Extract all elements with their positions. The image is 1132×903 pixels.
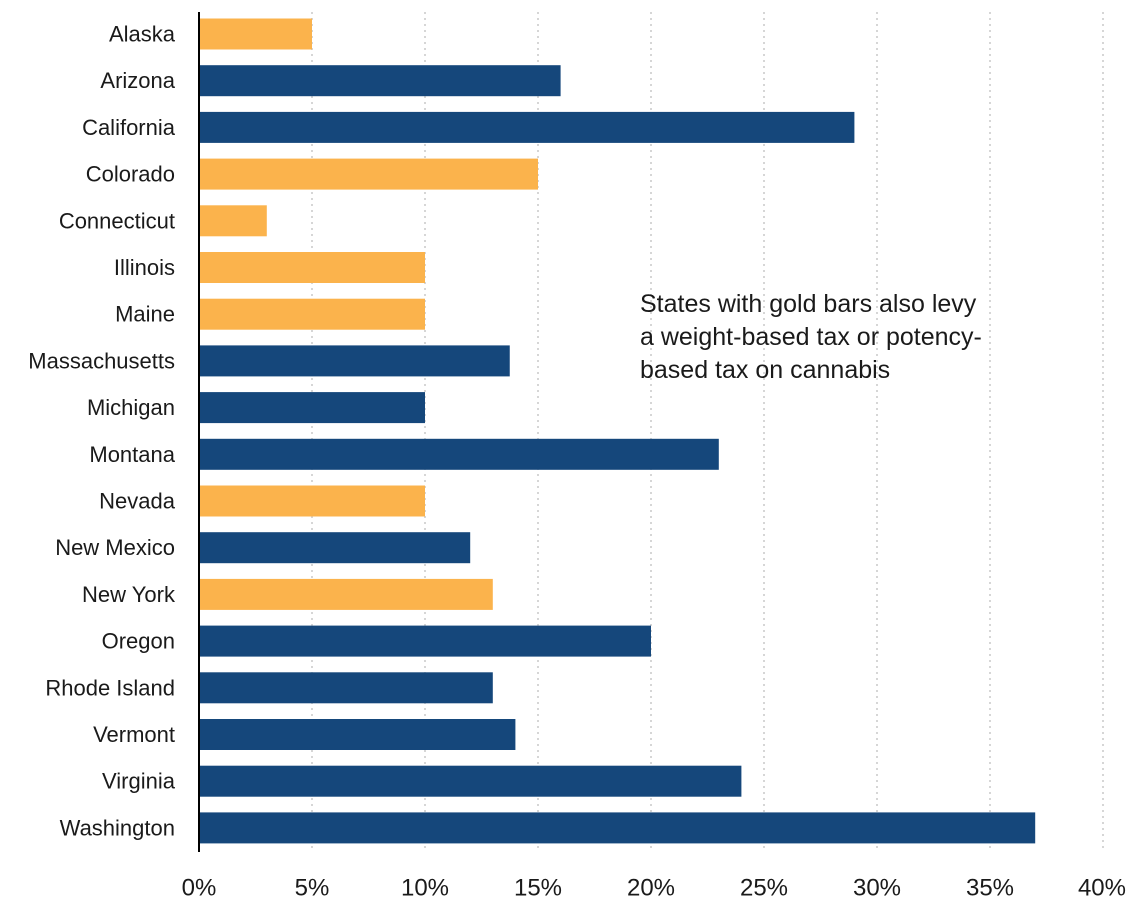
bar-colorado [200,158,538,190]
x-tick-label: 0% [182,875,217,902]
category-label-montana: Montana [89,442,175,467]
category-label-virginia: Virginia [102,769,176,794]
bar-michigan [200,392,425,424]
bar-virginia [200,765,742,797]
category-label-new-mexico: New Mexico [55,535,175,560]
category-label-washington: Washington [60,815,175,840]
x-tick-labels: 0% 5% 10% 15% 20% 25% 30% 35% 40% [182,875,1126,902]
x-tick-label: 40% [1078,875,1126,902]
bar-california [200,111,855,143]
bar-illinois [200,252,425,283]
x-tick-label: 5% [295,875,330,902]
bar-rhode-island [200,672,493,704]
annotation-line-3: based tax on cannabis [640,356,891,384]
category-label-massachusetts: Massachusetts [28,348,175,373]
category-label-california: California [82,115,176,140]
bar-new-york [200,578,493,610]
category-label-alaska: Alaska [109,22,176,47]
bar-washington [200,812,1036,844]
x-tick-label: 35% [966,875,1014,902]
category-label-connecticut: Connecticut [59,208,175,233]
x-tick-label: 15% [514,875,562,902]
category-label-oregon: Oregon [102,629,175,654]
category-label-illinois: Illinois [114,255,175,280]
bar-new-mexico [200,532,471,564]
bar-maine [200,298,425,330]
category-label-michigan: Michigan [87,395,175,420]
category-label-vermont: Vermont [93,722,175,747]
bar-nevada [200,485,425,517]
category-label-rhode-island: Rhode Island [45,675,175,700]
bar-montana [200,438,719,470]
x-tick-label: 25% [740,875,788,902]
x-tick-label: 30% [853,875,901,902]
x-tick-label: 10% [401,875,449,902]
bar-massachusetts [200,345,510,377]
bar-connecticut [200,205,267,237]
bar-oregon [200,625,651,657]
bar-alaska [200,18,312,50]
category-label-colorado: Colorado [86,162,175,187]
category-label-new-york: New York [82,582,176,607]
chart-annotation: States with gold bars also levy a weight… [640,288,1060,387]
category-label-arizona: Arizona [100,68,175,93]
annotation-line-2: a weight-based tax or potency- [640,323,982,351]
x-tick-label: 20% [627,875,675,902]
category-labels: Alaska Arizona California Colorado Connectic… [28,22,176,841]
category-label-nevada: Nevada [99,489,176,514]
category-label-maine: Maine [115,302,175,327]
bar-arizona [200,65,561,97]
grid-lines [311,12,1104,852]
bars [200,18,1036,844]
bar-vermont [200,719,516,750]
annotation-line-1: States with gold bars also levy [640,290,977,318]
